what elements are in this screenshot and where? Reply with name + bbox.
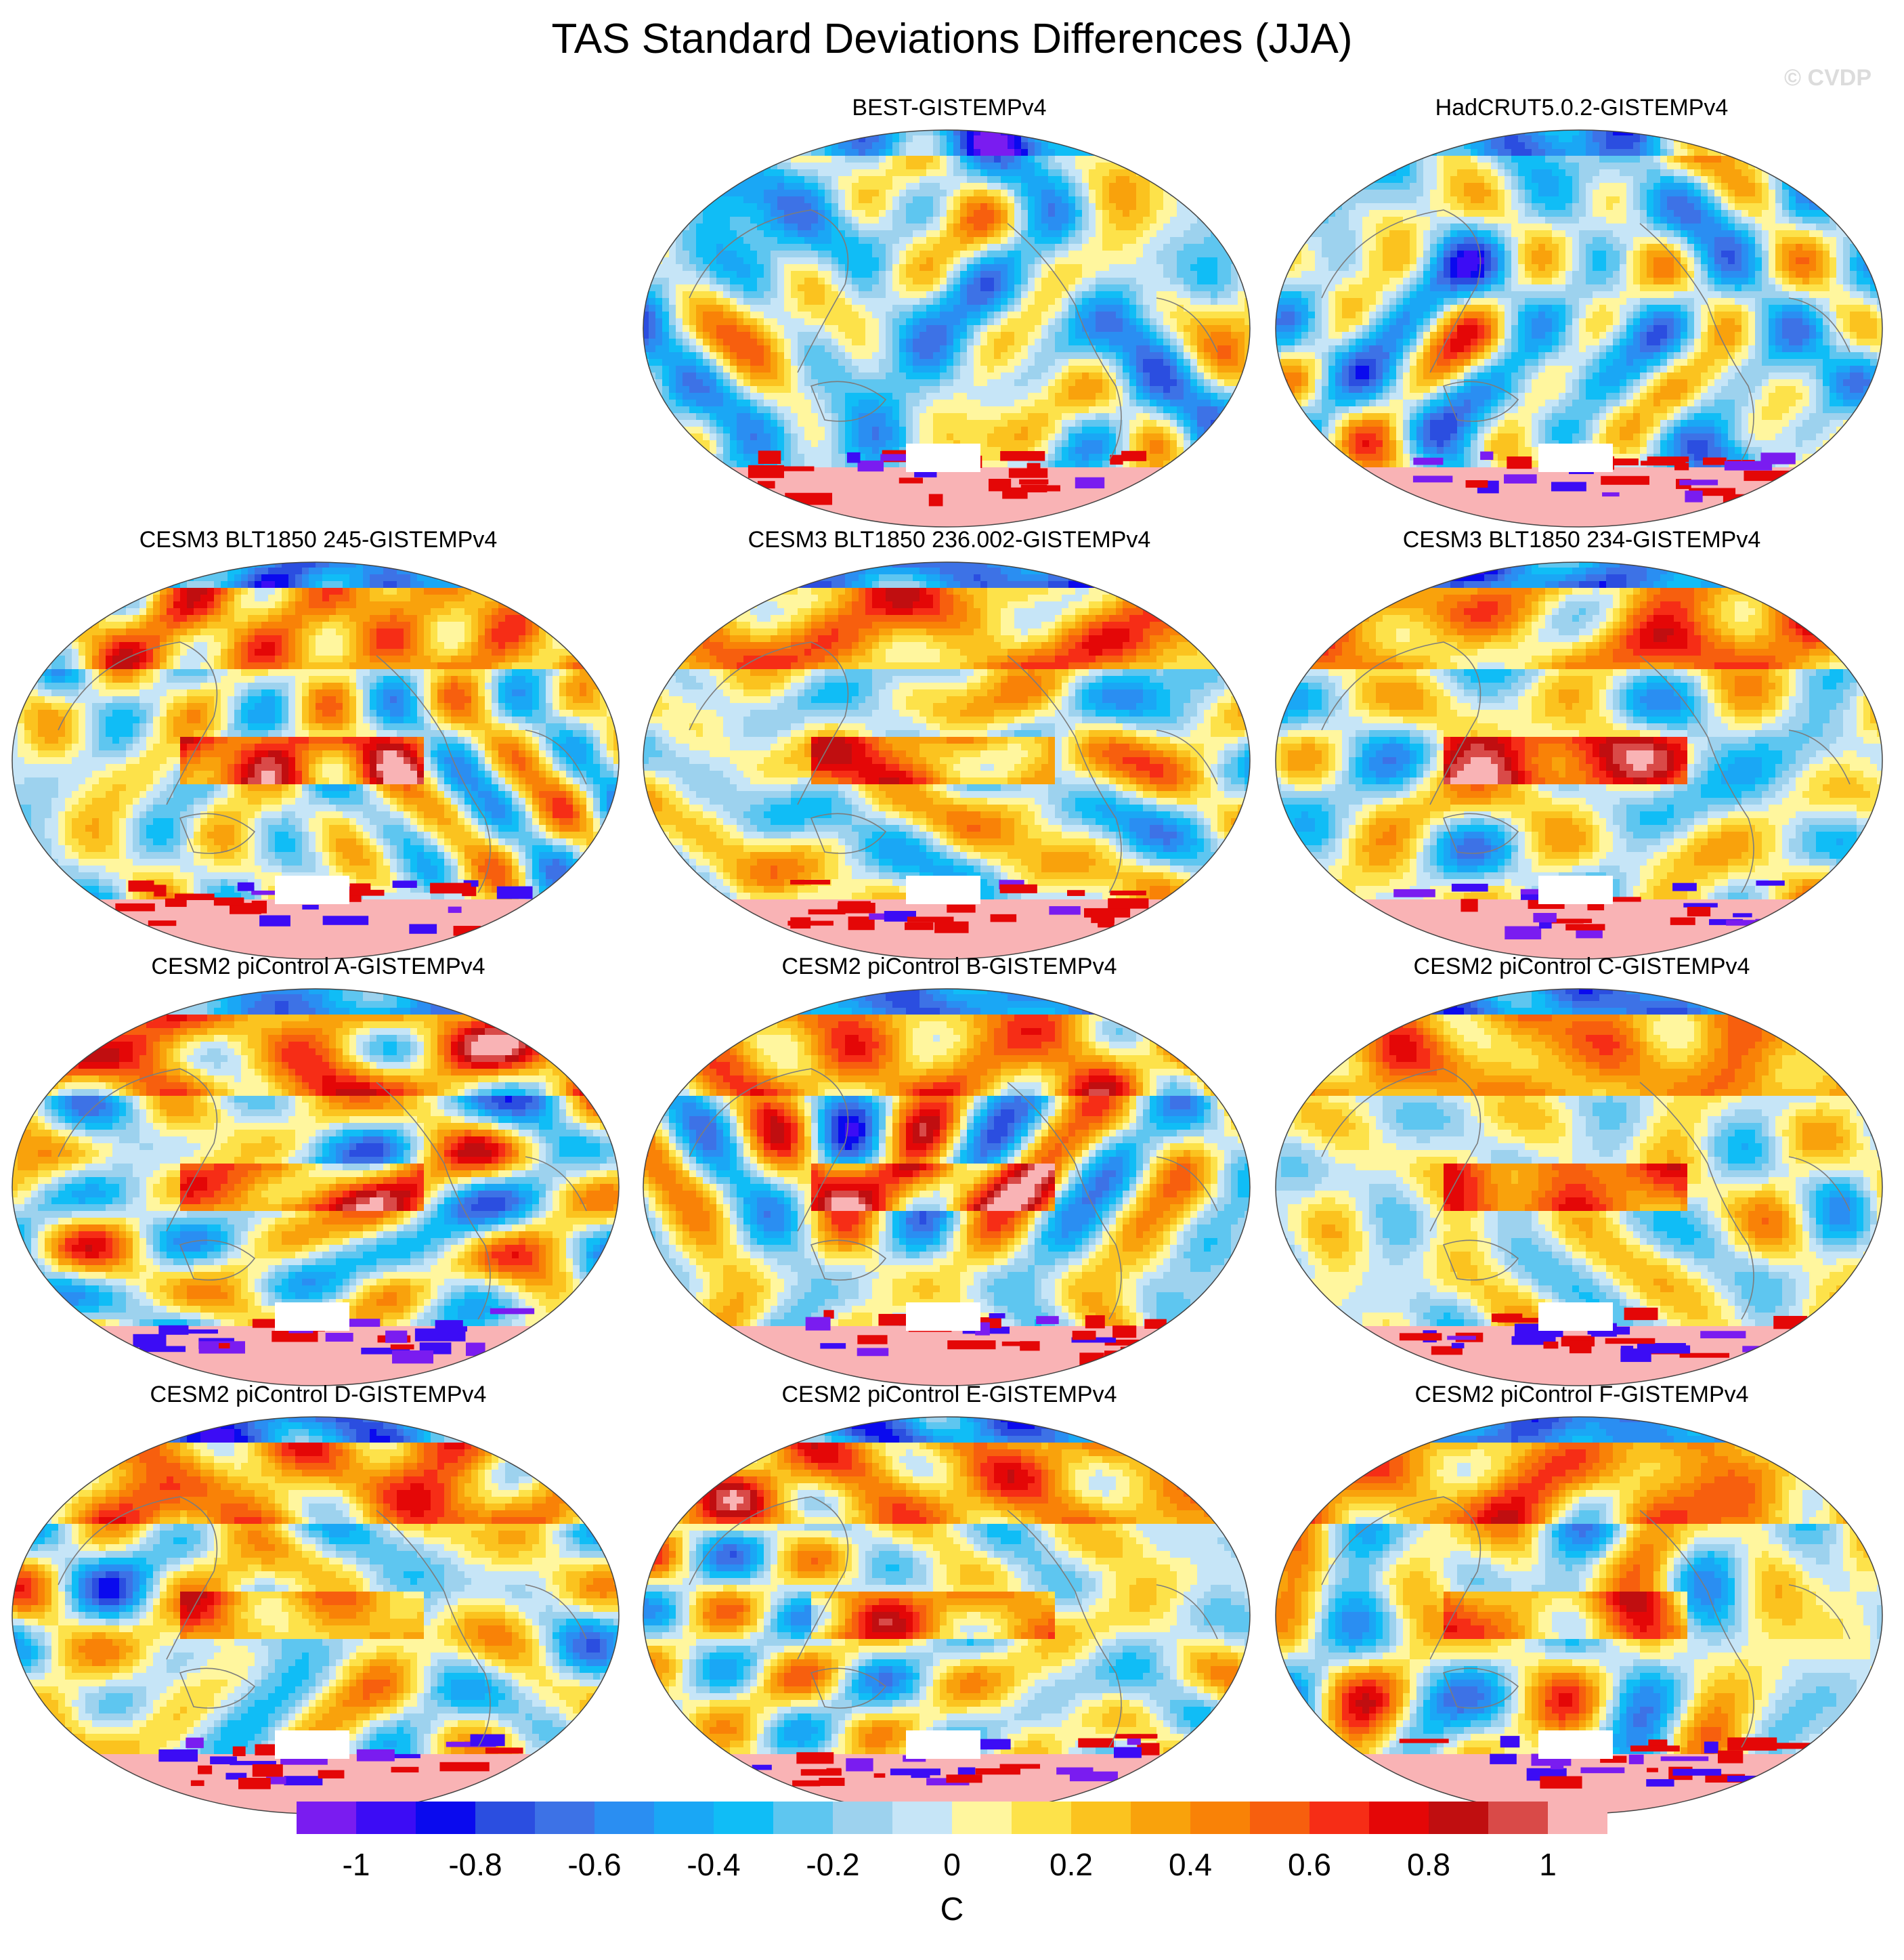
colorbar-tick-label: -0.6 <box>547 1846 642 1883</box>
panel-title: CESM2 piControl A-GISTEMPv4 <box>11 954 626 980</box>
map-panel: CESM3 BLT1850 245-GISTEMPv4 <box>11 527 626 974</box>
colorbar-cell <box>1250 1802 1310 1834</box>
map-panel: CESM3 BLT1850 234-GISTEMPv4 <box>1274 527 1889 974</box>
coastline <box>689 1496 1218 1748</box>
coastline <box>1321 1496 1851 1748</box>
map-border <box>1275 988 1883 1386</box>
colorbar-tick-label: -0.4 <box>666 1846 761 1883</box>
coastline <box>689 1068 1218 1320</box>
panel-title: CESM2 piControl F-GISTEMPv4 <box>1274 1382 1889 1408</box>
panel-title: CESM2 piControl D-GISTEMPv4 <box>11 1382 626 1408</box>
colorbar-cell <box>297 1802 356 1834</box>
colorbar-tick-label: 0 <box>905 1846 999 1883</box>
colorbar-cell <box>1071 1802 1131 1834</box>
coastline <box>58 1068 587 1320</box>
panel-title: CESM2 piControl C-GISTEMPv4 <box>1274 954 1889 980</box>
colorbar-cell <box>1012 1802 1071 1834</box>
map-border <box>1275 561 1883 960</box>
colorbar-cell <box>1310 1802 1369 1834</box>
panel-title: HadCRUT5.0.2-GISTEMPv4 <box>1274 95 1889 121</box>
panel-title: CESM2 piControl E-GISTEMPv4 <box>642 1382 1257 1408</box>
coastline <box>1321 641 1851 893</box>
map-border <box>643 988 1251 1386</box>
coastline <box>58 1496 587 1748</box>
colorbar-cell <box>475 1802 535 1834</box>
anomaly-map <box>1275 1416 1883 1814</box>
colorbar-tick-label: -1 <box>309 1846 404 1883</box>
colorbar-cell <box>833 1802 892 1834</box>
anomaly-map <box>1275 561 1883 960</box>
anomaly-map <box>12 1416 620 1814</box>
colorbar-cell <box>1131 1802 1190 1834</box>
panel-title: BEST-GISTEMPv4 <box>642 95 1257 121</box>
colorbar-tick-label: -0.2 <box>785 1846 880 1883</box>
map-border <box>1275 129 1883 528</box>
colorbar-cell <box>416 1802 475 1834</box>
coastline <box>1321 1068 1851 1320</box>
colorbar-cell <box>654 1802 714 1834</box>
colorbar <box>297 1802 1607 1834</box>
colorbar-cell <box>1190 1802 1250 1834</box>
colorbar-tick-label: 1 <box>1500 1846 1595 1883</box>
colorbar-cell <box>952 1802 1012 1834</box>
colorbar-cell <box>535 1802 594 1834</box>
map-panel: CESM2 piControl C-GISTEMPv4 <box>1274 954 1889 1401</box>
anomaly-map <box>643 1416 1251 1814</box>
map-panel: CESM2 piControl F-GISTEMPv4 <box>1274 1382 1889 1829</box>
anomaly-map <box>12 561 620 960</box>
colorbar-cell <box>356 1802 416 1834</box>
colorbar-tick-label: 0.8 <box>1381 1846 1476 1883</box>
panel-title: CESM3 BLT1850 236.002-GISTEMPv4 <box>642 527 1257 553</box>
map-panel: CESM3 BLT1850 236.002-GISTEMPv4 <box>642 527 1257 974</box>
colorbar-cell <box>1429 1802 1488 1834</box>
map-border <box>12 561 620 960</box>
anomaly-map <box>643 129 1251 528</box>
panel-title: CESM3 BLT1850 245-GISTEMPv4 <box>11 527 626 553</box>
colorbar-cell <box>1548 1802 1607 1834</box>
colorbar-cell <box>714 1802 773 1834</box>
map-border <box>12 988 620 1386</box>
colorbar-tick-label: 0.4 <box>1143 1846 1238 1883</box>
figure-title: TAS Standard Deviations Differences (JJA… <box>0 15 1904 63</box>
map-panel: BEST-GISTEMPv4 <box>642 95 1257 542</box>
colorbar-tick-label: 0.6 <box>1262 1846 1357 1883</box>
map-panel: CESM2 piControl E-GISTEMPv4 <box>642 1382 1257 1829</box>
colorbar-cell <box>594 1802 654 1834</box>
panel-title: CESM3 BLT1850 234-GISTEMPv4 <box>1274 527 1889 553</box>
colorbar-cell <box>773 1802 833 1834</box>
map-border <box>643 129 1251 528</box>
coastline <box>1321 209 1851 461</box>
colorbar-tick-label: 0.2 <box>1024 1846 1119 1883</box>
anomaly-map <box>1275 988 1883 1386</box>
anomaly-map <box>643 561 1251 960</box>
colorbar-unit-label: C <box>0 1891 1904 1928</box>
map-border <box>643 561 1251 960</box>
colorbar-cell <box>1488 1802 1548 1834</box>
coastline <box>58 641 587 893</box>
map-panel: CESM2 piControl A-GISTEMPv4 <box>11 954 626 1401</box>
colorbar-cell <box>1369 1802 1429 1834</box>
anomaly-map <box>12 988 620 1386</box>
map-panel: CESM2 piControl B-GISTEMPv4 <box>642 954 1257 1401</box>
colorbar-cell <box>892 1802 952 1834</box>
coastline <box>689 641 1218 893</box>
anomaly-map <box>1275 129 1883 528</box>
map-panel: CESM2 piControl D-GISTEMPv4 <box>11 1382 626 1829</box>
panel-title: CESM2 piControl B-GISTEMPv4 <box>642 954 1257 980</box>
coastline <box>689 209 1218 461</box>
colorbar-tick-label: -0.8 <box>428 1846 523 1883</box>
anomaly-map <box>643 988 1251 1386</box>
map-panel: HadCRUT5.0.2-GISTEMPv4 <box>1274 95 1889 542</box>
cvdp-watermark: © CVDP <box>1784 65 1871 91</box>
